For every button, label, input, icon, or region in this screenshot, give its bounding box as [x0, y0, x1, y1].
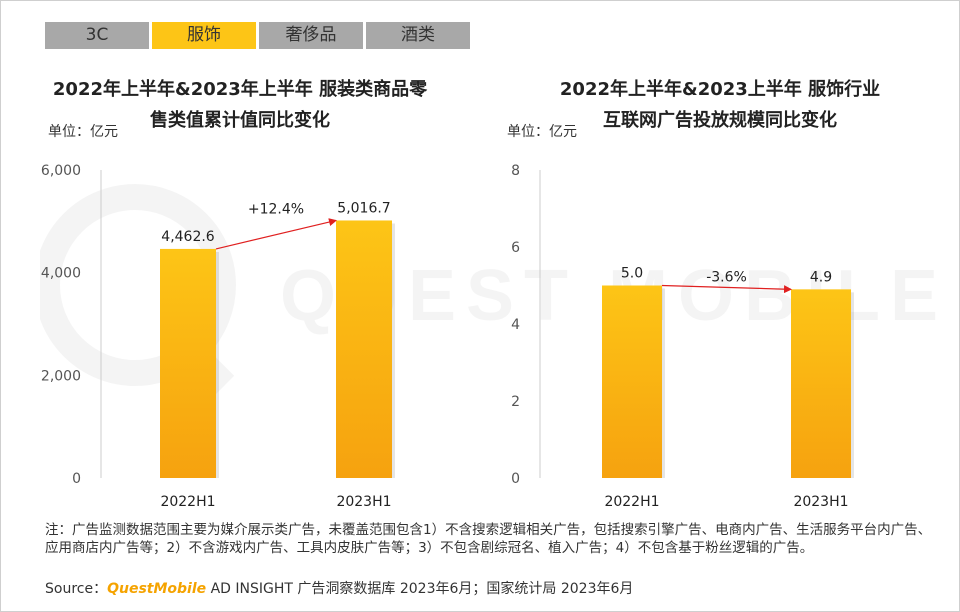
left-y-tick-label: 6,000 [41, 163, 81, 179]
right-category-label: 2023H1 [793, 494, 848, 510]
right-unit-label: 单位：亿元 [507, 124, 577, 140]
right-data-label: 4.9 [810, 269, 832, 285]
right-y-tick-label: 8 [511, 163, 520, 179]
source-brand-logo: QuestMobile [107, 581, 207, 597]
left-chart-title: 2022年上半年&2023年上半年 服装类商品零 售类值累计值同比变化 [20, 74, 460, 136]
left-bar [160, 248, 216, 478]
left-bar-chart: 0 2,000 4,000 6,000 4,462.6 2022H1 5,016.7 2023… [41, 163, 395, 510]
right-growth-arrow [661, 284, 792, 294]
right-title-line-1: 2022年上半年&2023上半年 服饰行业 [559, 79, 881, 100]
tab-apparel[interactable]: 服饰 [152, 22, 256, 49]
right-bar [602, 285, 662, 478]
tab-liquor[interactable]: 酒类 [366, 22, 470, 49]
left-growth-arrow [215, 218, 337, 250]
footnote: 注：广告监测数据范围主要为媒介展示类广告，未覆盖范围包含1）不含搜索逻辑相关广告… [45, 522, 932, 556]
tab-3c[interactable]: 3C [45, 22, 149, 49]
right-title-line-2: 互联网广告投放规模同比变化 [603, 110, 837, 131]
left-y-tick-label: 4,000 [41, 266, 81, 282]
left-category-label: 2022H1 [160, 494, 215, 510]
tab-luxury[interactable]: 奢侈品 [259, 22, 363, 49]
right-data-label: 5.0 [621, 266, 643, 282]
left-y-tick-label: 0 [72, 471, 81, 487]
source-text: AD INSIGHT 广告洞察数据库 2023年6月；国家统计局 2023年6月 [206, 581, 634, 597]
right-category-label: 2022H1 [604, 494, 659, 510]
right-y-tick-label: 0 [511, 471, 520, 487]
left-title-line-1: 2022年上半年&2023年上半年 服装类商品零 [52, 79, 428, 100]
left-bar [336, 220, 392, 478]
category-tabs: 3C 服饰 奢侈品 酒类 [45, 22, 470, 49]
right-y-tick-label: 4 [511, 317, 520, 333]
left-data-label: 5,016.7 [337, 200, 390, 216]
right-bar [791, 289, 851, 478]
left-unit-label: 单位：亿元 [48, 124, 118, 140]
left-category-label: 2023H1 [336, 494, 391, 510]
left-y-tick-label: 2,000 [41, 368, 81, 384]
source-prefix: Source： [45, 581, 108, 597]
left-data-label: 4,462.6 [161, 229, 215, 245]
right-bar-chart: 0 2 4 6 8 5.0 2022H1 4.9 2023H1 -3.6% [511, 163, 854, 510]
right-y-tick-label: 6 [511, 240, 520, 256]
right-chart-title: 2022年上半年&2023上半年 服饰行业 互联网广告投放规模同比变化 [495, 74, 945, 136]
right-growth-label: -3.6% [706, 270, 747, 286]
left-growth-label: +12.4% [248, 201, 304, 217]
left-title-line-2: 售类值累计值同比变化 [150, 110, 330, 131]
source-line: Source：QuestMobile AD INSIGHT 广告洞察数据库 20… [45, 578, 633, 598]
right-y-tick-label: 2 [511, 394, 520, 410]
